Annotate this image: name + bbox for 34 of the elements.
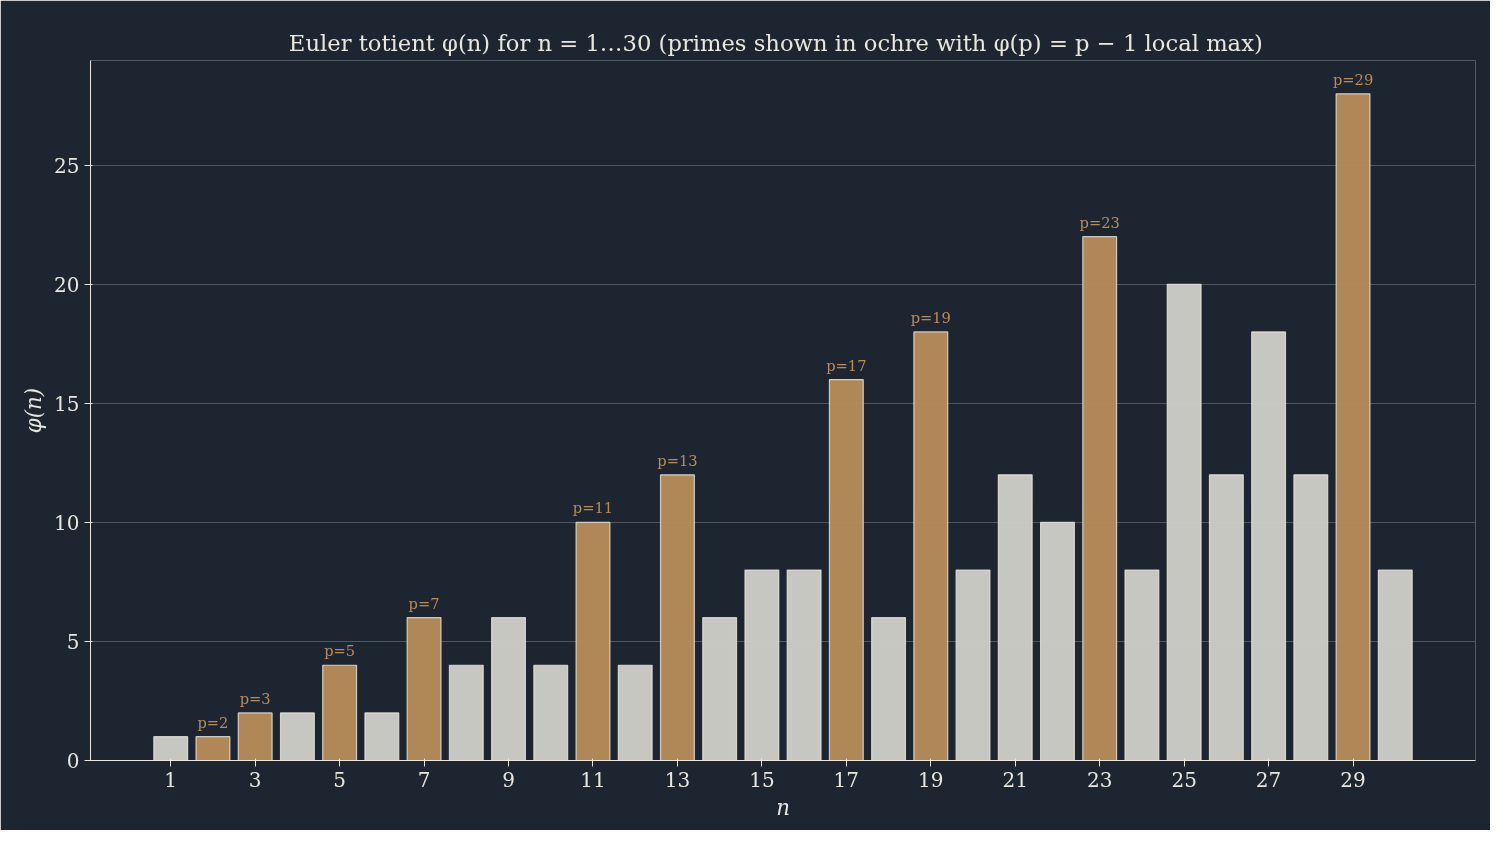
x-tick-label: 17: [833, 767, 860, 792]
x-tick-label: 15: [749, 767, 775, 792]
x-axis-title: n: [776, 794, 790, 820]
y-tick-label: 20: [54, 272, 80, 297]
x-tick-label: 1: [164, 767, 178, 792]
y-tick-label: 5: [66, 629, 80, 654]
y-axis-title: φ(n): [21, 387, 47, 434]
annotation: p=11: [572, 499, 614, 517]
x-tick-label: 25: [1171, 767, 1197, 792]
y-tick-label: 0: [66, 749, 80, 773]
x-tick-label: 21: [1002, 767, 1028, 792]
x-tick-label: 5: [333, 767, 346, 792]
annotation: p=3: [239, 689, 271, 707]
annotation: p=7: [408, 594, 440, 612]
x-tick-label: 7: [417, 767, 431, 792]
x-tick-label: 27: [1255, 767, 1282, 792]
x-tick-label: 23: [1086, 767, 1113, 792]
x-tick-label: 3: [248, 767, 262, 792]
y-tick-label: 25: [54, 153, 80, 178]
y-tick-label: 10: [54, 510, 80, 535]
annotation: p=29: [1332, 70, 1374, 88]
x-tick-label: 29: [1340, 767, 1366, 792]
annotation: p=19: [910, 308, 951, 326]
chart-title: Euler totient φ(n) for n = 1…30 (primes shown in ochre with φ(p) = p − 1 local max): [288, 29, 1263, 56]
annotation: p=2: [197, 713, 229, 731]
x-tick-label: 11: [580, 767, 606, 792]
annotation: p=17: [826, 356, 867, 374]
y-tick-label: 15: [54, 391, 80, 416]
annotation: p=13: [657, 451, 698, 469]
x-tick-label: 9: [502, 767, 515, 792]
annotation: p=23: [1079, 213, 1120, 231]
x-tick-label: 13: [664, 767, 691, 792]
x-tick-label: 19: [918, 767, 944, 792]
annotation: p=5: [324, 642, 356, 660]
